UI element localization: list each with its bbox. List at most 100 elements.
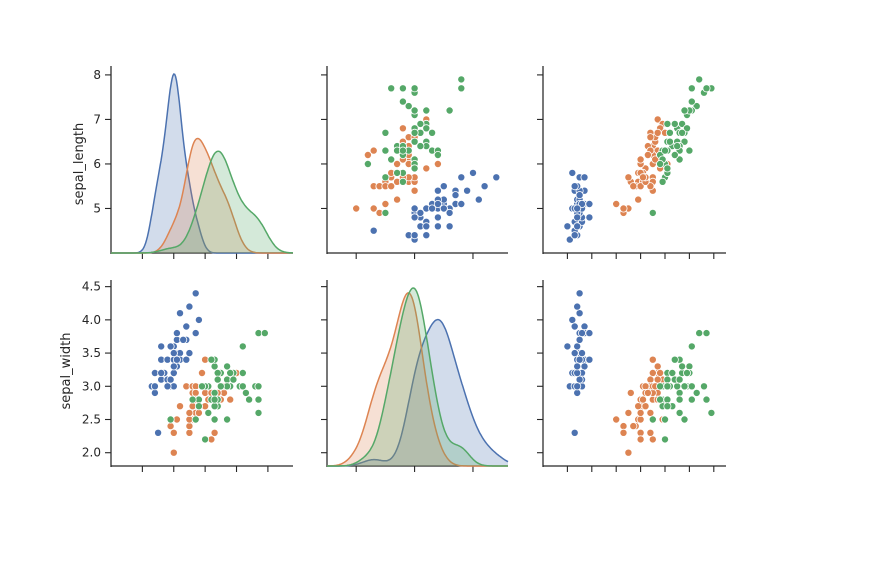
scatter-point-series-0 (575, 289, 584, 298)
scatter-point-series-0 (573, 368, 582, 377)
scatter-point-series-1 (636, 408, 645, 417)
scatter-point-series-0 (433, 199, 442, 208)
row-label-sepal-width: sepal_width (59, 333, 74, 410)
scatter-point-series-2 (656, 395, 665, 404)
scatter-point-series-1 (643, 150, 652, 159)
scatter-point-series-2 (204, 408, 213, 417)
scatter-point-series-1 (410, 186, 419, 195)
scatter-point-series-0 (166, 375, 175, 384)
kde-fill-series-0 (327, 319, 508, 466)
scatter-point-series-1 (624, 408, 633, 417)
scatter-point-series-0 (157, 342, 166, 351)
scatter-point-series-2 (433, 150, 442, 159)
scatter-point-series-0 (568, 168, 577, 177)
scatter-point-series-1 (381, 199, 390, 208)
scatter-point-series-2 (194, 402, 203, 411)
scatter-point-series-2 (398, 177, 407, 186)
scatter-point-series-1 (629, 182, 638, 191)
scatter-point-series-1 (197, 368, 206, 377)
scatter-point-series-2 (445, 106, 454, 115)
scatter-point-series-1 (643, 388, 652, 397)
scatter-point-series-1 (166, 422, 175, 431)
scatter-point-series-1 (636, 155, 645, 164)
scatter-point-series-1 (641, 402, 650, 411)
scatter-point-series-0 (585, 355, 594, 364)
scatter-panel-r1-c2 (563, 289, 716, 457)
scatter-point-series-2 (387, 155, 396, 164)
scatter-point-series-1 (422, 164, 431, 173)
scatter-point-series-0 (463, 186, 472, 195)
scatter-point-series-2 (702, 329, 711, 338)
scatter-point-series-1 (656, 368, 665, 377)
scatter-point-series-0 (451, 191, 460, 200)
scatter-point-series-1 (648, 355, 657, 364)
scatter-point-series-0 (573, 362, 582, 371)
scatter-point-series-2 (680, 106, 689, 115)
scatter-point-series-2 (223, 415, 232, 424)
scatter-point-series-1 (169, 428, 178, 437)
scatter-point-series-2 (398, 84, 407, 93)
scatter-point-series-2 (670, 150, 679, 159)
scatter-point-series-0 (416, 208, 425, 217)
scatter-point-series-0 (468, 168, 477, 177)
scatter-point-series-0 (578, 349, 587, 358)
scatter-point-series-2 (695, 329, 704, 338)
scatter-point-series-1 (648, 368, 657, 377)
scatter-point-series-0 (565, 235, 574, 244)
scatter-point-series-1 (641, 382, 650, 391)
scatter-point-series-2 (663, 119, 672, 128)
scatter-point-series-2 (254, 395, 263, 404)
scatter-point-series-0 (445, 222, 454, 231)
scatter-point-series-0 (575, 335, 584, 344)
scatter-point-series-0 (163, 382, 172, 391)
scatter-point-series-1 (646, 428, 655, 437)
scatter-point-series-2 (207, 355, 216, 364)
scatter-point-series-2 (695, 75, 704, 84)
scatter-point-series-1 (624, 448, 633, 457)
scatter-point-series-2 (404, 102, 413, 111)
scatter-point-series-0 (422, 231, 431, 240)
scatter-point-series-1 (612, 199, 621, 208)
scatter-point-series-0 (154, 428, 163, 437)
scatter-point-series-2 (656, 382, 665, 391)
y-tick-label: 3.5 (82, 346, 101, 360)
scatter-point-series-2 (683, 368, 692, 377)
scatter-point-series-0 (573, 388, 582, 397)
scatter-point-series-2 (658, 177, 667, 186)
scatter-point-series-2 (216, 382, 225, 391)
scatter-point-series-2 (678, 362, 687, 371)
scatter-point-series-0 (580, 173, 589, 182)
scatter-point-series-0 (433, 213, 442, 222)
scatter-point-series-0 (191, 289, 200, 298)
scatter-point-series-0 (575, 191, 584, 200)
scatter-point-series-2 (241, 388, 250, 397)
scatter-point-series-1 (646, 182, 655, 191)
scatter-point-series-2 (663, 382, 672, 391)
scatter-point-series-2 (692, 388, 701, 397)
scatter-point-series-1 (646, 375, 655, 384)
scatter-point-series-0 (433, 186, 442, 195)
scatter-point-series-1 (398, 124, 407, 133)
scatter-point-series-1 (653, 375, 662, 384)
scatter-point-series-2 (680, 382, 689, 391)
scatter-point-series-0 (182, 322, 191, 331)
scatter-point-series-2 (668, 368, 677, 377)
scatter-point-series-0 (169, 362, 178, 371)
scatter-point-series-2 (188, 395, 197, 404)
scatter-point-series-0 (573, 302, 582, 311)
scatter-point-series-0 (457, 199, 466, 208)
scatter-point-series-1 (619, 428, 628, 437)
scatter-point-series-1 (619, 422, 628, 431)
scatter-point-series-0 (179, 335, 188, 344)
panel-r1-c0: 2.0 2.5 3.0 3.5 4.0 4.5 (82, 280, 293, 472)
scatter-point-series-2 (656, 159, 665, 168)
scatter-point-series-1 (393, 195, 402, 204)
scatter-point-series-0 (585, 213, 594, 222)
y-tick-label: 4.0 (82, 313, 101, 327)
scatter-point-series-2 (457, 75, 466, 84)
scatter-point-series-0 (157, 368, 166, 377)
scatter-point-series-2 (663, 402, 672, 411)
scatter-point-series-1 (433, 159, 442, 168)
scatter-point-series-2 (670, 355, 679, 364)
